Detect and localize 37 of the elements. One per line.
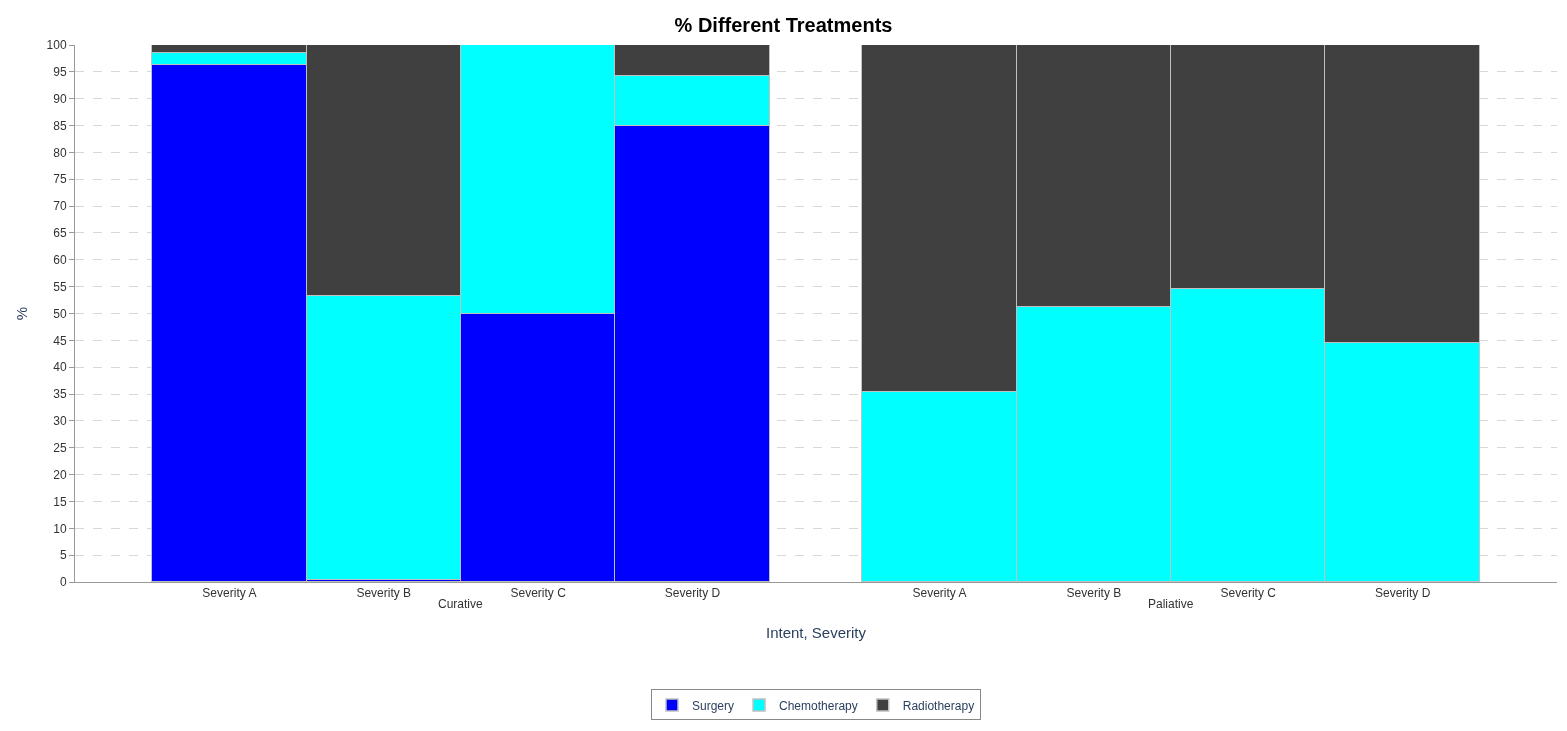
x-tick-label: Severity A bbox=[912, 586, 967, 601]
y-tick-label: 25 bbox=[53, 440, 67, 455]
x-tick-label: Severity B bbox=[1066, 586, 1122, 601]
y-tick-label: 100 bbox=[46, 38, 67, 53]
x-axis-title: Intent, Severity bbox=[765, 624, 867, 642]
x-tick-label: Severity C bbox=[510, 586, 567, 601]
y-tick-label: 10 bbox=[53, 521, 67, 536]
x-tick-label: Severity A bbox=[202, 586, 257, 601]
x-tick-label: Severity B bbox=[356, 586, 412, 601]
legend-label: Chemotherapy bbox=[779, 698, 858, 713]
y-tick-label: 30 bbox=[53, 414, 67, 429]
legend-label: Surgery bbox=[692, 698, 735, 713]
y-tick-label: 50 bbox=[53, 306, 67, 321]
y-tick-label: 60 bbox=[53, 253, 67, 267]
y-tick-label: 95 bbox=[53, 65, 67, 80]
y-tick-label: 0 bbox=[59, 575, 67, 590]
x-tick-label: Severity C bbox=[1220, 586, 1277, 601]
y-tick-label: 70 bbox=[53, 199, 67, 214]
y-tick-label: 65 bbox=[53, 226, 67, 241]
chart-title: % Different Treatments bbox=[674, 14, 893, 37]
y-tick-label: 35 bbox=[53, 387, 67, 402]
y-tick-label: 20 bbox=[53, 467, 67, 482]
y-tick-label: 80 bbox=[53, 145, 67, 160]
legend-label: Radiotherapy bbox=[902, 698, 975, 713]
x-tick-label: Severity D bbox=[664, 586, 721, 601]
x-tick-label: Severity D bbox=[1374, 586, 1431, 601]
y-tick-label: 75 bbox=[53, 172, 67, 187]
y-axis-title: % bbox=[12, 306, 30, 321]
text: Curative bbox=[438, 597, 484, 611]
y-tick-label: 5 bbox=[59, 548, 67, 563]
y-tick-label: 55 bbox=[53, 279, 67, 294]
text: Paliative bbox=[1148, 597, 1194, 611]
y-tick-label: 15 bbox=[53, 494, 67, 509]
y-tick-label: 40 bbox=[53, 360, 67, 375]
y-tick-label: 90 bbox=[53, 91, 67, 106]
y-tick-label: 85 bbox=[53, 118, 67, 133]
y-tick-label: 45 bbox=[53, 333, 67, 348]
